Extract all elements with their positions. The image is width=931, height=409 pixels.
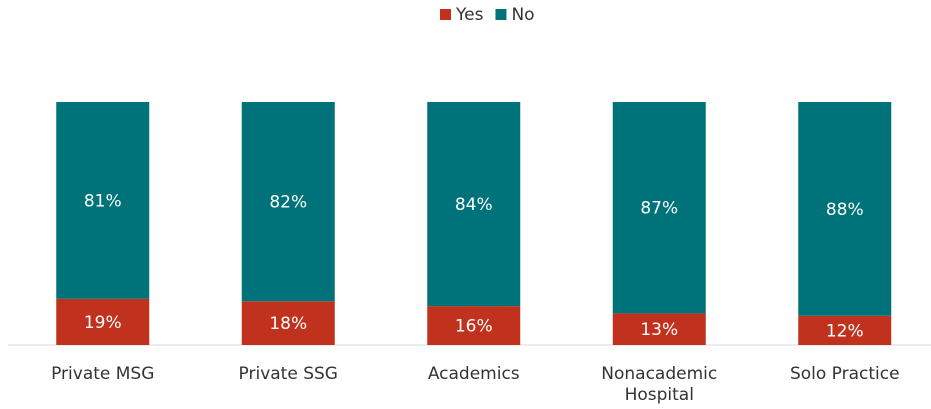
bar-segment (798, 102, 892, 316)
x-tick-label: Solo Practice (789, 364, 900, 384)
data-label: 19% (84, 313, 122, 333)
data-label: 18% (269, 314, 307, 334)
data-label: 16% (455, 317, 493, 337)
x-tick-label: Nonacademic Hospital (601, 364, 718, 405)
x-tick-label: Private MSG (51, 364, 155, 384)
data-label: 87% (640, 199, 678, 219)
data-label: 81% (84, 191, 122, 211)
data-label: 82% (269, 193, 307, 213)
bar-segment (798, 315, 892, 345)
bar-segment (612, 313, 706, 345)
data-label: 84% (455, 195, 493, 215)
bar-segment (427, 102, 521, 307)
legend-label: Yes (455, 5, 484, 25)
bar-segment (612, 102, 706, 314)
bar-segment (427, 306, 521, 345)
x-tick-label: Academics (427, 364, 520, 384)
bar-segment (241, 301, 335, 345)
bar-segment (56, 298, 150, 345)
x-tick-label: Private SSG (238, 364, 338, 384)
bar-segment (56, 102, 150, 299)
data-label: 12% (826, 321, 864, 341)
legend-swatch (440, 9, 451, 20)
legend-swatch (495, 9, 507, 20)
bar-segment (241, 102, 335, 302)
legend-label: No (511, 5, 534, 25)
data-label: 13% (640, 320, 678, 340)
data-label: 88% (826, 200, 864, 220)
